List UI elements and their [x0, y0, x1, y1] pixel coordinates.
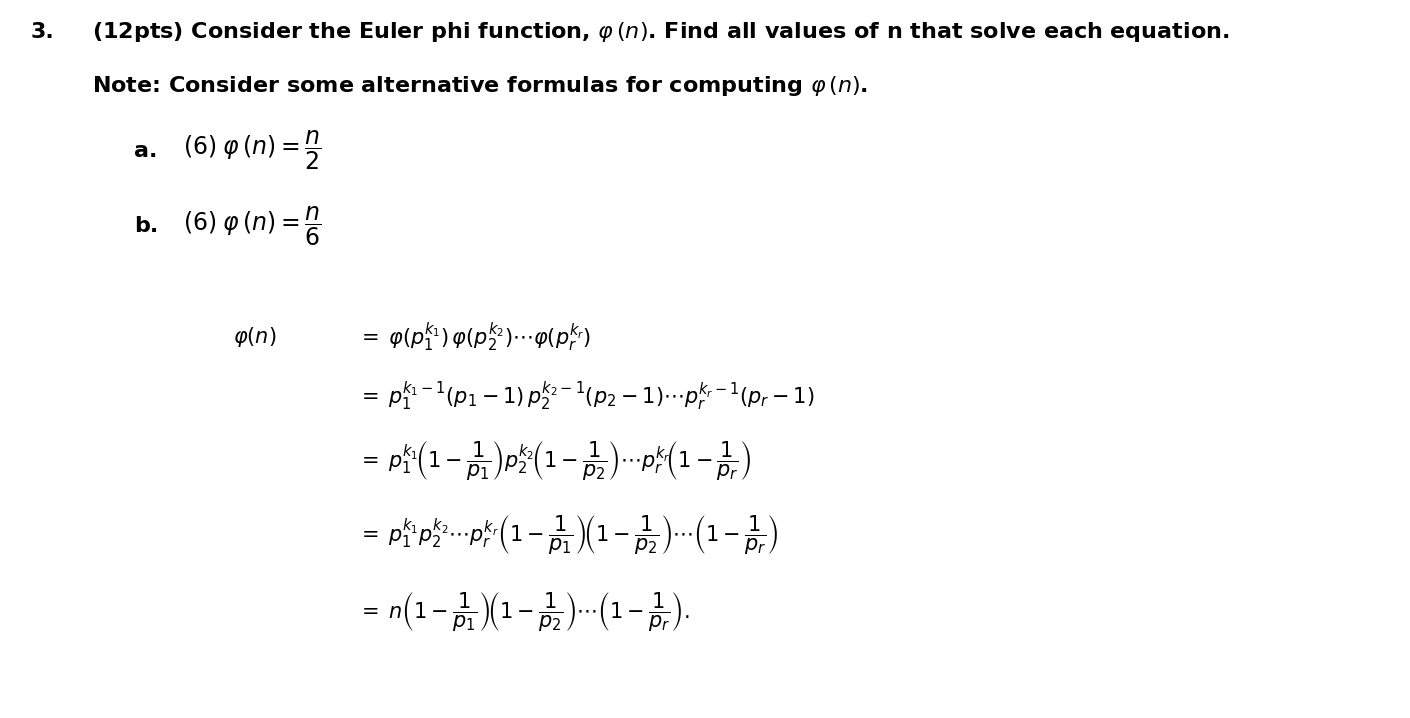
Text: $(6)\;\varphi\,(n)=\dfrac{n}{6}$: $(6)\;\varphi\,(n)=\dfrac{n}{6}$: [183, 205, 321, 248]
Text: $=\;p_1^{k_1-1}(p_1-1)\,p_2^{k_2-1}(p_2-1)\cdots p_r^{k_r-1}(p_r-1)$: $=\;p_1^{k_1-1}(p_1-1)\,p_2^{k_2-1}(p_2-…: [357, 380, 815, 413]
Text: (12pts) Consider the Euler phi function, $\varphi\,(n)$. Find all values of n th: (12pts) Consider the Euler phi function,…: [92, 20, 1230, 45]
Text: a.: a.: [134, 141, 158, 161]
Text: b.: b.: [134, 216, 158, 236]
Text: $=\;n\left(1-\dfrac{1}{p_1}\right)\!\left(1-\dfrac{1}{p_2}\right)\cdots\left(1-\: $=\;n\left(1-\dfrac{1}{p_1}\right)\!\lef…: [357, 590, 689, 633]
Text: Note: Consider some alternative formulas for computing $\varphi\,(n)$.: Note: Consider some alternative formulas…: [92, 74, 867, 98]
Text: $=\;p_1^{k_1}p_2^{k_2}\cdots p_r^{k_r}\left(1-\dfrac{1}{p_1}\right)\!\left(1-\df: $=\;p_1^{k_1}p_2^{k_2}\cdots p_r^{k_r}\l…: [357, 513, 778, 556]
Text: $(6)\;\varphi\,(n)=\dfrac{n}{2}$: $(6)\;\varphi\,(n)=\dfrac{n}{2}$: [183, 129, 321, 172]
Text: 3.: 3.: [31, 22, 55, 42]
Text: $=\;p_1^{k_1}\!\left(1-\dfrac{1}{p_1}\right)p_2^{k_2}\!\left(1-\dfrac{1}{p_2}\ri: $=\;p_1^{k_1}\!\left(1-\dfrac{1}{p_1}\ri…: [357, 439, 750, 482]
Text: $\varphi(n)$: $\varphi(n)$: [233, 325, 276, 350]
Text: $=\;\varphi(p_1^{k_1})\,\varphi(p_2^{k_2})\cdots\varphi(p_r^{k_r})$: $=\;\varphi(p_1^{k_1})\,\varphi(p_2^{k_2…: [357, 321, 591, 354]
